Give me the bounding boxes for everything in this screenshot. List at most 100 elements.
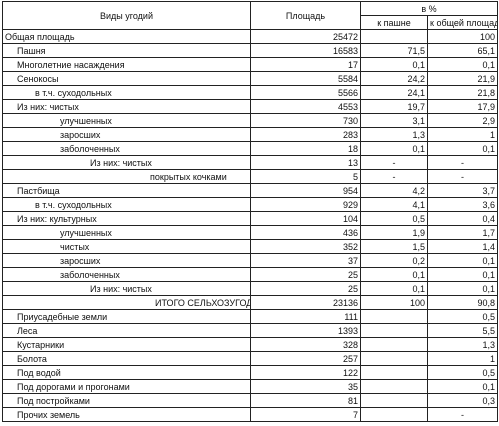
table-row: чистых 352 1,5 1,4 — [2, 239, 499, 254]
pct-total-cell: 90,8 — [426, 295, 499, 310]
table-row: Под дорогами и прогонами 35 0,1 — [2, 379, 499, 394]
area-cell: 122 — [250, 365, 361, 380]
pct-arable-cell: 100 — [360, 295, 428, 310]
area-cell: 5 — [250, 169, 361, 184]
area-cell: 111 — [250, 309, 361, 324]
land-type-cell: Кустарники — [2, 337, 251, 352]
pct-total-cell: 100 — [426, 29, 499, 44]
pct-arable-cell: 4,2 — [360, 183, 428, 198]
pct-total-cell: 1,7 — [426, 225, 499, 240]
table-row: заросших 283 1,3 1 — [2, 127, 499, 142]
land-type-cell: улучшенных — [2, 225, 251, 240]
pct-arable-cell — [360, 337, 428, 352]
area-cell: 7 — [250, 407, 361, 422]
pct-arable-cell — [360, 365, 428, 380]
table-row: Пашня 16583 71,5 65,1 — [2, 43, 499, 58]
area-cell: 25 — [250, 267, 361, 282]
area-cell: 25472 — [250, 29, 361, 44]
pct-arable-cell: 1,9 — [360, 225, 428, 240]
table-row: покрытых кочками 5- - — [2, 169, 499, 184]
pct-total-cell: 65,1 — [426, 43, 499, 58]
area-cell: 17 — [250, 57, 361, 72]
area-cell: 5584 — [250, 71, 361, 86]
pct-arable-cell — [360, 379, 428, 394]
area-cell: 18 — [250, 141, 361, 156]
table-row: в т.ч. суходольных 929 4,1 3,6 — [2, 197, 499, 212]
pct-arable-cell: - — [360, 169, 428, 184]
table-row: Многолетние насаждения 17 0,1 0,1 — [2, 57, 499, 72]
pct-total-cell: 17,9 — [426, 99, 499, 114]
header-row-top: Виды угодий Площадь в % — [2, 1, 499, 30]
area-cell: 104 — [250, 211, 361, 226]
table-row: улучшенных 730 3,1 2,9 — [2, 113, 499, 128]
pct-arable-cell: 71,5 — [360, 43, 428, 58]
pct-total-cell: 21,9 — [426, 71, 499, 86]
pct-total-cell: 1,4 — [426, 239, 499, 254]
table-row: Прочих земель 7 - — [2, 407, 499, 422]
table-row: заросших 37 0,2 0,1 — [2, 253, 499, 268]
land-type-cell: в т.ч. суходольных — [2, 85, 251, 100]
pct-arable-cell — [360, 393, 428, 408]
area-cell: 954 — [250, 183, 361, 198]
land-type-cell: Сенокосы — [2, 71, 251, 86]
pct-total-cell: 0,5 — [426, 309, 499, 324]
pct-arable-cell: 24,1 — [360, 85, 428, 100]
land-type-cell: заболоченных — [2, 267, 251, 282]
land-type-cell: Пастбища — [2, 183, 251, 198]
land-type-cell: Из них: культурных — [2, 211, 251, 226]
pct-total-cell: 0,1 — [426, 281, 499, 296]
pct-total-cell: 3,7 — [426, 183, 499, 198]
pct-arable-cell: 19,7 — [360, 99, 428, 114]
land-type-cell: заболоченных — [2, 141, 251, 156]
pct-total-cell: 0,1 — [426, 253, 499, 268]
table-row: Из них: культурных 104 0,5 0,4 — [2, 211, 499, 226]
pct-total-cell: - — [426, 169, 499, 184]
table-row: заболоченных 25 0,1 0,1 — [2, 267, 499, 282]
area-cell: 4553 — [250, 99, 361, 114]
area-cell: 23136 — [250, 295, 361, 310]
pct-total-cell: 1 — [426, 127, 499, 142]
table-row: Болота 257 1 — [2, 351, 499, 366]
pct-arable-cell: 24,2 — [360, 71, 428, 86]
table-row: заболоченных 18 0,1 0,1 — [2, 141, 499, 156]
pct-total-cell: 1 — [426, 351, 499, 366]
pct-total-cell: 1,3 — [426, 337, 499, 352]
area-cell: 16583 — [250, 43, 361, 58]
table-body: Общая площадь 25472 100 Пашня 16583 71,5 65,1 М… — [2, 29, 499, 422]
table-row: ИТОГО СЕЛЬХОЗУГОДИЙ2313610090,8 — [2, 295, 499, 310]
table-row: Сенокосы 5584 24,2 21,9 — [2, 71, 499, 86]
pct-arable-cell — [360, 407, 428, 422]
land-type-cell: чистых — [2, 239, 251, 254]
header-row-bottom: к пашне к общей площади — [3, 15, 499, 30]
pct-total-cell: - — [426, 407, 499, 422]
pct-total-cell: 0,5 — [426, 365, 499, 380]
pct-total-cell: 0,1 — [426, 267, 499, 282]
pct-arable-cell: 4,1 — [360, 197, 428, 212]
land-type-cell: ИТОГО СЕЛЬХОЗУГОДИЙ — [2, 295, 251, 310]
area-cell: 13 — [250, 155, 361, 170]
land-type-cell: Под дорогами и прогонами — [2, 379, 251, 394]
pct-total-cell: 0,1 — [426, 57, 499, 72]
area-cell: 929 — [250, 197, 361, 212]
land-type-cell: Под постройками — [2, 393, 251, 408]
pct-total-cell: 5,5 — [426, 323, 499, 338]
pct-arable-cell: 0,1 — [360, 57, 428, 72]
land-type-cell: Из них: чистых — [2, 99, 251, 114]
pct-arable-cell: 3,1 — [360, 113, 428, 128]
land-type-cell: улучшенных — [2, 113, 251, 128]
pct-total-cell: 0,1 — [426, 379, 499, 394]
header-area: Площадь — [250, 1, 361, 30]
pct-arable-cell: 0,5 — [360, 211, 428, 226]
table-row: Приусадебные земли 111 0,5 — [2, 309, 499, 324]
area-cell: 25 — [250, 281, 361, 296]
land-type-cell: заросших — [2, 127, 251, 142]
pct-arable-cell — [360, 351, 428, 366]
pct-total-cell: 21,8 — [426, 85, 499, 100]
land-type-cell: Прочих земель — [2, 407, 251, 422]
pct-total-cell: - — [426, 155, 499, 170]
pct-total-cell: 0,3 — [426, 393, 499, 408]
land-type-cell: покрытых кочками — [2, 169, 251, 184]
pct-total-cell: 3,6 — [426, 197, 499, 212]
land-type-cell: Приусадебные земли — [2, 309, 251, 324]
